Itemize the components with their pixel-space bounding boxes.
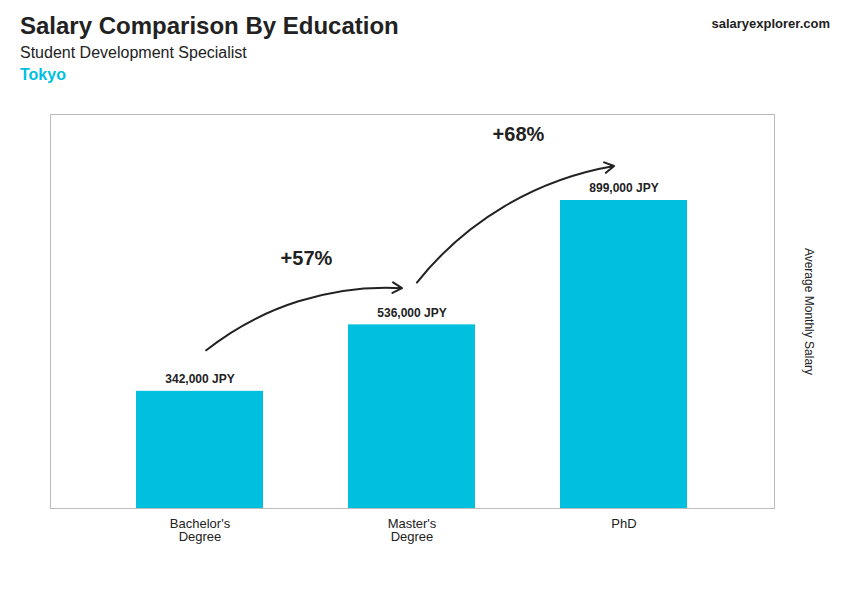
svg-text:Average Monthly Salary: Average Monthly Salary xyxy=(802,248,816,375)
html-text:Student Development Specialist: Student Development Specialist xyxy=(20,44,247,61)
svg-text:+68%: +68% xyxy=(493,123,545,145)
svg-text:536,000 JPY: 536,000 JPY xyxy=(377,306,446,320)
html-text:Tokyo: Tokyo xyxy=(20,66,66,83)
svg-text:+57%: +57% xyxy=(281,247,333,269)
svg-text:Master'sDegree: Master'sDegree xyxy=(388,516,437,544)
svg-text:Bachelor'sDegree: Bachelor'sDegree xyxy=(170,516,231,544)
svg-text:899,000 JPY: 899,000 JPY xyxy=(589,181,658,195)
svg-text:PhD: PhD xyxy=(611,516,636,531)
html-text:Salary Comparison By Education: Salary Comparison By Education xyxy=(20,12,399,39)
html-text:salaryexplorer.com: salaryexplorer.com xyxy=(711,16,830,31)
svg-text:342,000 JPY: 342,000 JPY xyxy=(165,372,234,386)
